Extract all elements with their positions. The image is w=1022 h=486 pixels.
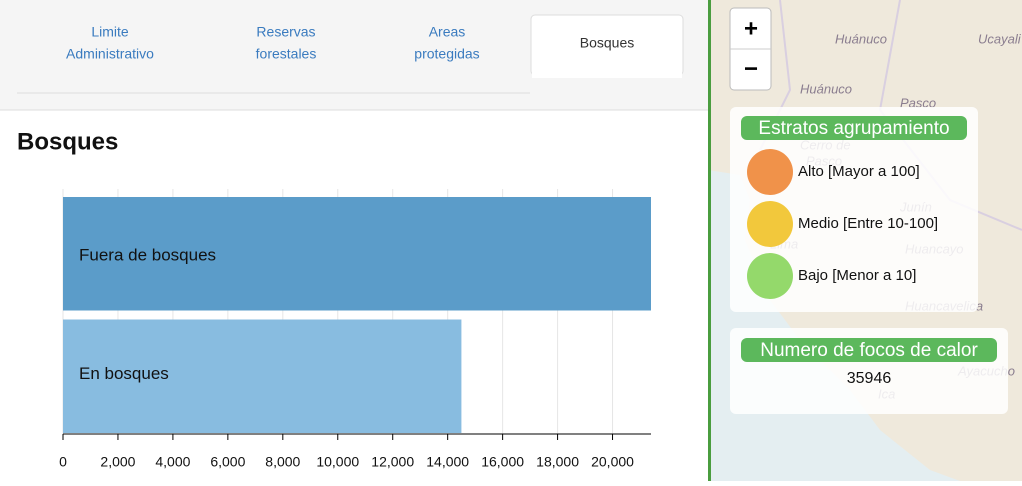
legend-swatch [747,253,793,299]
counter-header [741,338,997,362]
x-tick-label: 4,000 [155,454,190,470]
x-tick-label: 10,000 [316,454,359,470]
tab-label[interactable]: Limite [91,24,129,40]
map-border [708,0,711,481]
x-tick-label: 2,000 [100,454,135,470]
chart: 0 2,000 4,000 6,000 8,000 10,000 12,000 14,000 1… [59,189,651,470]
x-tick-label: 16,000 [481,454,524,470]
legend-swatch [747,149,793,195]
legend-box [730,107,978,312]
bar-label: En bosques [79,364,169,383]
legend-label: Medio [Entre 10-100] [798,215,938,232]
x-tick-label: 0 [59,454,67,470]
legend-label: Bajo [Menor a 10] [798,267,916,284]
x-tick-label: 18,000 [536,454,579,470]
legend-header [741,116,967,140]
counter-title: Numero de focos de calor [760,340,978,361]
tab-label[interactable]: forestales [256,46,317,62]
x-tick-label: 14,000 [426,454,469,470]
tab-label[interactable]: Administrativo [66,46,154,62]
counter-value: 35946 [847,370,892,387]
place-label: Huánuco [835,31,887,46]
tab-label[interactable]: protegidas [414,46,479,62]
bar-label: Fuera de bosques [79,246,216,265]
place-label: Pasco [900,95,936,110]
tab-label[interactable]: Bosques [580,35,634,51]
chart-title: Bosques [17,128,118,155]
x-tick-label: 6,000 [210,454,245,470]
x-tick-label: 20,000 [591,454,634,470]
zoom-out[interactable]: − [744,55,758,82]
place-label: Ucayali [978,31,1022,46]
bar [63,319,462,433]
legend-swatch [747,201,793,247]
active-tab-fill [532,70,682,78]
x-tick-label: 8,000 [265,454,300,470]
tabs: Limite Administrativo Reservas forestales Ar… [66,24,634,62]
place-label: Huánuco [800,81,852,96]
x-tick-label: 12,000 [371,454,414,470]
tab-label[interactable]: Areas [429,24,466,40]
legend-items: Alto [Mayor a 100] Medio [Entre 10-100] Ba… [747,149,938,299]
legend-label: Alto [Mayor a 100] [798,163,920,180]
bar [63,197,651,311]
tab-label[interactable]: Reservas [256,24,315,40]
zoom-in[interactable]: + [744,15,758,42]
legend-title: Estratos agrupamiento [758,118,949,139]
